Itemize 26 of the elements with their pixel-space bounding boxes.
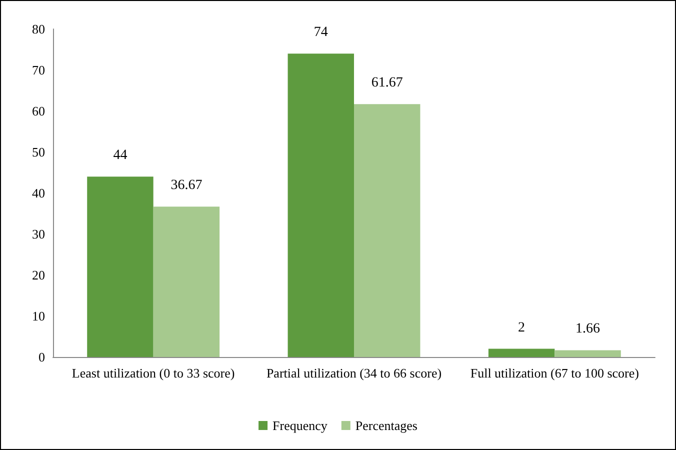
y-tick-label: 30 [32, 226, 45, 242]
data-label: 44 [113, 148, 128, 164]
y-tick-label: 0 [38, 350, 45, 364]
bar [288, 54, 354, 357]
x-tick-label: Full utilization (67 to 100 score) [470, 366, 639, 380]
y-tick-label: 40 [32, 186, 45, 200]
data-label: 1.66 [576, 322, 600, 337]
y-tick-label: 60 [32, 104, 45, 118]
data-label: 61.67 [371, 76, 403, 91]
y-tick-label: 80 [32, 22, 45, 36]
y-tick-label: 20 [32, 268, 45, 282]
bar [153, 206, 220, 357]
bar [87, 176, 154, 357]
legend-label: Frequency [272, 418, 328, 433]
y-tick-label: 70 [32, 62, 45, 78]
y-tick-label: 50 [32, 144, 45, 160]
x-tick-label: Least utilization (0 to 33 score) [72, 366, 235, 380]
legend-label: Percentages [355, 418, 418, 433]
data-label: 74 [314, 25, 328, 40]
x-tick-label: Partial utilization (34 to 66 score) [266, 366, 442, 380]
y-tick-label: 10 [32, 308, 45, 324]
bar [554, 350, 621, 357]
data-label: 2 [518, 320, 526, 336]
data-label: 36.67 [170, 178, 202, 194]
bar [354, 104, 420, 357]
bar [488, 348, 555, 357]
